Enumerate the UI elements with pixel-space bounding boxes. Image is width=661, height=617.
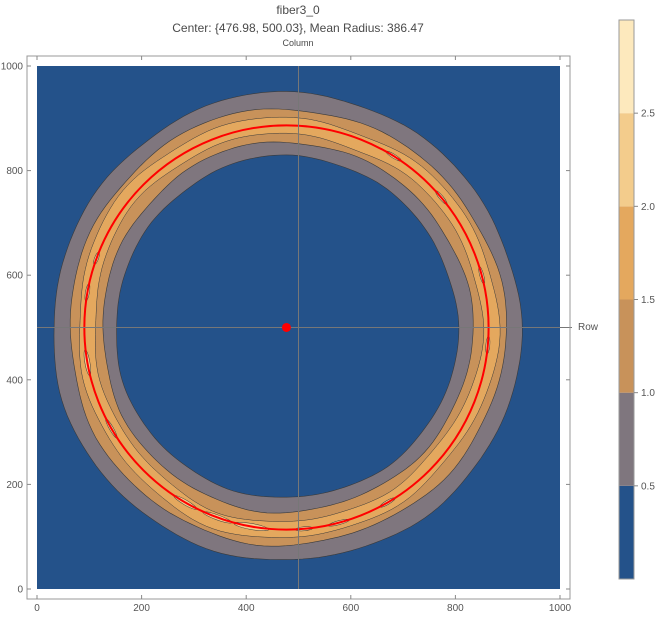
colorbar-band	[619, 113, 634, 207]
x-tick-label: 200	[133, 603, 150, 614]
colorbar-tick-label: 1.5	[641, 295, 655, 306]
y-tick-label: 0	[17, 585, 23, 596]
y-tick-label: 200	[6, 480, 23, 491]
y-tick-label: 800	[6, 166, 23, 177]
x-tick-label: 600	[342, 603, 359, 614]
x-tick-label: 1000	[549, 603, 572, 614]
right-axis-label: Row	[578, 322, 599, 333]
plot-frame	[26, 55, 571, 600]
colorbar-tick-label: 2.5	[641, 109, 655, 120]
colorbar-tick-label: 2.0	[641, 202, 655, 213]
colorbar-tick-label: 1.0	[641, 388, 655, 399]
x-tick-label: 0	[34, 603, 40, 614]
plot-area	[37, 66, 572, 589]
y-tick-label: 1000	[1, 62, 24, 73]
colorbar-tick-label: 0.5	[641, 481, 655, 492]
chart-title: fiber3_0	[276, 3, 320, 17]
colorbar-band	[619, 206, 634, 300]
colorbar-band	[619, 392, 634, 486]
colorbar-band	[619, 20, 634, 114]
y-tick-label: 400	[6, 375, 23, 386]
top-axis-label: Column	[282, 38, 313, 48]
colorbar-band	[619, 299, 634, 393]
colorbar-band	[619, 485, 634, 579]
x-tick-label: 400	[238, 603, 255, 614]
chart-subtitle: Center: {476.98, 500.03}, Mean Radius: 3…	[172, 21, 424, 35]
x-tick-label: 800	[447, 603, 464, 614]
colorbar: 0.5 1.0 1.5 2.0 2.5	[618, 19, 655, 580]
y-tick-label: 600	[6, 271, 23, 282]
axes: 0 200 400 600 800 1000 0 200 400 600 800 1000	[1, 55, 572, 614]
center-marker	[281, 322, 291, 332]
